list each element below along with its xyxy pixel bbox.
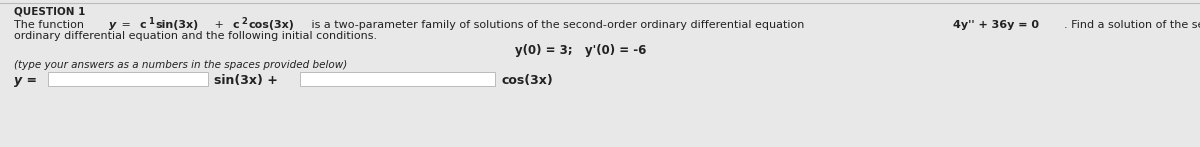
Text: y(0) = 3;   y'(0) = -6: y(0) = 3; y'(0) = -6 bbox=[515, 44, 647, 57]
Text: The function: The function bbox=[14, 20, 88, 30]
Text: y =: y = bbox=[14, 74, 37, 87]
Text: +: + bbox=[211, 20, 228, 30]
FancyBboxPatch shape bbox=[300, 72, 496, 86]
Text: 1: 1 bbox=[148, 17, 154, 26]
Text: c: c bbox=[139, 20, 146, 30]
FancyBboxPatch shape bbox=[48, 72, 208, 86]
Text: 4y'' + 36y = 0: 4y'' + 36y = 0 bbox=[953, 20, 1039, 30]
Text: (type your answers as a numbers in the spaces provided below): (type your answers as a numbers in the s… bbox=[14, 60, 347, 70]
Text: cos(3x): cos(3x) bbox=[248, 20, 294, 30]
Text: is a two-parameter family of solutions of the second-order ordinary differential: is a two-parameter family of solutions o… bbox=[307, 20, 808, 30]
Text: 2: 2 bbox=[241, 17, 247, 26]
Text: . Find a solution of the second-order Initial-Value Problem (IVP) consisting of : . Find a solution of the second-order In… bbox=[1063, 20, 1200, 30]
Text: QUESTION 1: QUESTION 1 bbox=[14, 6, 85, 16]
Text: =: = bbox=[118, 20, 134, 30]
Text: y: y bbox=[109, 20, 116, 30]
Text: ordinary differential equation and the following initial conditions.: ordinary differential equation and the f… bbox=[14, 31, 377, 41]
Text: sin(3x): sin(3x) bbox=[156, 20, 199, 30]
Text: c: c bbox=[233, 20, 239, 30]
Text: sin(3x) +: sin(3x) + bbox=[214, 74, 277, 87]
Text: cos(3x): cos(3x) bbox=[502, 74, 553, 87]
